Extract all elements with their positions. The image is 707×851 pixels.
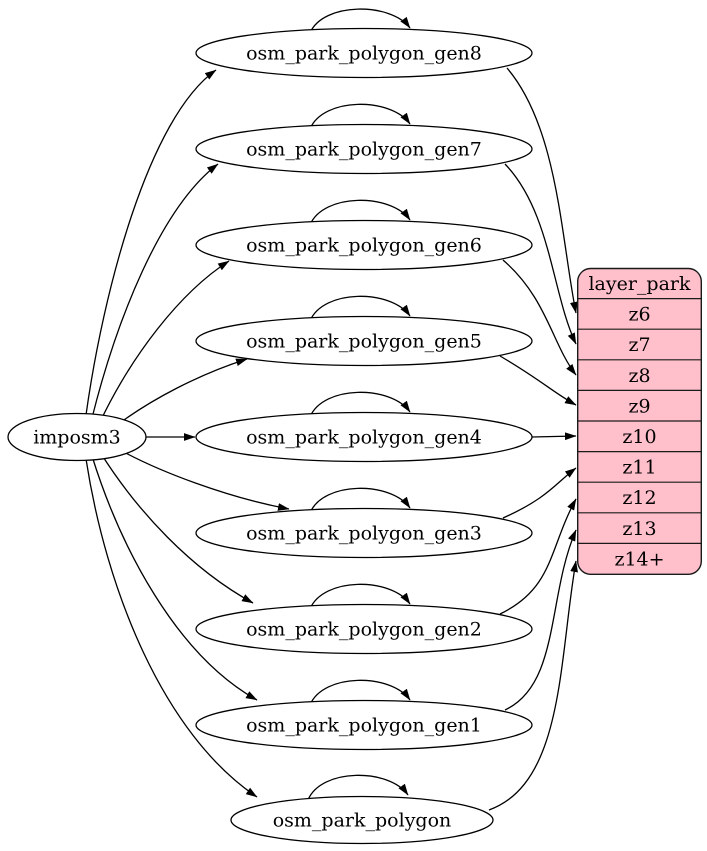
node-gen2-shape — [195, 603, 533, 655]
edge-gen2-z12 — [499, 498, 577, 615]
edge-imposm3-polygon — [85, 458, 258, 798]
edges — [85, 8, 578, 811]
node-gen4-label: osm_park_polygon_gen4 — [246, 427, 482, 449]
layer-row-z7: z7 — [628, 334, 650, 356]
node-gen1-label: osm_park_polygon_gen1 — [246, 715, 482, 737]
node-imposm3-shape — [7, 412, 147, 462]
node-labels: imposm3 osm_park_polygon_gen8 osm_park_p… — [33, 43, 482, 832]
edge-polygon-z14 — [488, 560, 578, 811]
node-polygon-label: osm_park_polygon — [273, 810, 452, 832]
node-gen7-label: osm_park_polygon_gen7 — [246, 139, 482, 161]
edge-imposm3-gen2 — [99, 451, 254, 604]
node-gen5-shape — [195, 315, 533, 367]
edge-gen8-z6 — [506, 67, 578, 314]
node-shapes — [7, 27, 533, 845]
layer-row-z11: z11 — [622, 457, 656, 479]
layer-park-table: layer_park z6 z7 z8 z9 z10 z11 z12 z13 z… — [577, 267, 703, 575]
node-polygon-shape — [230, 795, 494, 845]
self-loop-gen1 — [309, 679, 411, 706]
layer-row-z12: z12 — [622, 487, 656, 509]
layer-row-z13: z13 — [622, 518, 656, 540]
edge-imposm3-gen8 — [85, 69, 217, 416]
node-gen3-label: osm_park_polygon_gen3 — [246, 523, 482, 545]
edge-gen1-z13 — [504, 529, 577, 711]
self-loop-gen3 — [309, 487, 411, 514]
node-gen2-label: osm_park_polygon_gen2 — [246, 619, 482, 641]
edge-imposm3-gen6 — [99, 260, 230, 423]
edge-imposm3-gen3 — [112, 445, 290, 511]
self-loop-gen4 — [309, 391, 411, 418]
edge-gen6-z8 — [502, 259, 577, 376]
edge-gen3-z11 — [502, 467, 577, 519]
layer-row-z6: z6 — [628, 304, 650, 326]
edge-imposm3-gen7 — [91, 163, 219, 419]
layer-row-z8: z8 — [628, 365, 650, 387]
layer-row-z14: z14+ — [614, 548, 664, 570]
edge-gen7-z7 — [504, 163, 577, 345]
edge-imposm3-gen1 — [91, 455, 258, 701]
edge-gen5-z9 — [499, 355, 577, 406]
layer-row-z9: z9 — [628, 395, 650, 417]
node-gen8-shape — [195, 27, 533, 79]
node-gen8-label: osm_park_polygon_gen8 — [246, 43, 482, 65]
self-loop-gen2 — [309, 583, 411, 610]
self-loop-gen7 — [309, 103, 411, 130]
node-gen3-shape — [195, 507, 533, 559]
node-gen6-shape — [195, 219, 533, 271]
edge-gen4-z10 — [531, 432, 577, 441]
node-gen6-label: osm_park_polygon_gen6 — [246, 235, 482, 257]
edge-imposm3-gen5 — [112, 358, 248, 429]
self-loop-gen6 — [309, 199, 411, 226]
self-loop-gen8 — [309, 8, 411, 34]
self-loop-polygon — [307, 774, 409, 801]
layer-park-title: layer_park — [588, 273, 691, 295]
node-gen7-shape — [195, 123, 533, 175]
node-gen1-shape — [195, 699, 533, 751]
layer-row-z10: z10 — [622, 426, 656, 448]
node-gen4-shape — [195, 411, 533, 463]
node-imposm3-label: imposm3 — [33, 427, 121, 449]
node-gen5-label: osm_park_polygon_gen5 — [246, 331, 482, 353]
self-loop-gen5 — [309, 295, 411, 322]
